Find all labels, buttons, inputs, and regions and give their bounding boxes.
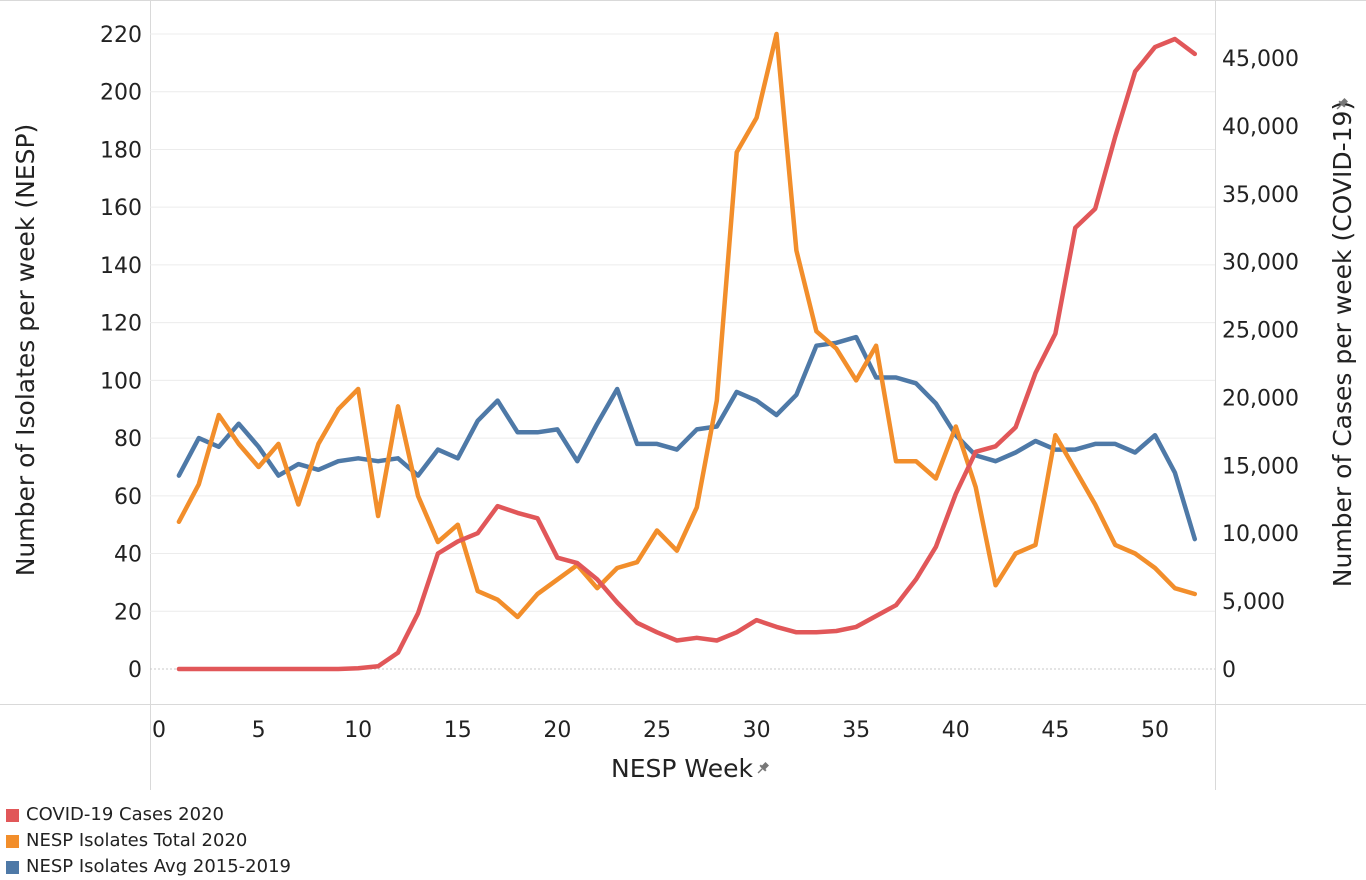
y-tick-right-9: 45,000 xyxy=(1222,47,1299,72)
y-tick-left-2: 40 xyxy=(114,543,142,568)
y-tick-right-6: 30,000 xyxy=(1222,251,1299,276)
series-line-0[interactable] xyxy=(176,36,1198,672)
y-tick-left-6: 120 xyxy=(100,312,142,337)
x-tick-7: 35 xyxy=(842,718,870,743)
gridlines xyxy=(150,33,1215,612)
y-tick-left-5: 100 xyxy=(100,369,142,394)
y-tick-left-7: 140 xyxy=(100,254,142,279)
y-tick-left-10: 200 xyxy=(100,81,142,106)
x-tick-3: 15 xyxy=(444,718,472,743)
legend-label-nesp-total: NESP Isolates Total 2020 xyxy=(26,830,248,851)
y-tick-right-0: 0 xyxy=(1222,658,1236,683)
y-axis-right-pin-icon[interactable] xyxy=(1334,97,1349,112)
legend-swatch-nesp-total xyxy=(6,834,19,848)
y-axis-title-left: Number of Isolates per week (NESP) xyxy=(11,124,40,577)
y-tick-left-3: 60 xyxy=(114,485,142,510)
x-tick-6: 30 xyxy=(743,718,771,743)
legend-label-covid: COVID-19 Cases 2020 xyxy=(26,804,224,825)
y-tick-left-4: 80 xyxy=(114,427,142,452)
x-tick-5: 25 xyxy=(643,718,671,743)
x-tick-0: 0 xyxy=(152,718,166,743)
y-tick-right-8: 40,000 xyxy=(1222,115,1299,140)
x-tick-1: 5 xyxy=(252,718,266,743)
y-tick-right-1: 5,000 xyxy=(1222,590,1285,615)
x-tick-4: 20 xyxy=(543,718,571,743)
x-tick-2: 10 xyxy=(344,718,372,743)
x-tick-9: 45 xyxy=(1041,718,1069,743)
legend-label-nesp-avg: NESP Isolates Avg 2015-2019 xyxy=(26,856,291,877)
x-tick-8: 40 xyxy=(942,718,970,743)
y-tick-right-7: 35,000 xyxy=(1222,183,1299,208)
series-line-2[interactable] xyxy=(176,334,1198,542)
y-tick-right-4: 20,000 xyxy=(1222,386,1299,411)
y-ticks-left: 0 20 40 60 80 100 120 140 160 180 200 220 xyxy=(100,23,142,683)
y-tick-right-5: 25,000 xyxy=(1222,319,1299,344)
x-ticks: 0 5 10 15 20 25 30 35 40 45 50 xyxy=(152,718,1169,743)
y-ticks-right: 0 5,000 10,000 15,000 20,000 25,000 30,000 35,0… xyxy=(1222,47,1299,683)
legend-item-covid[interactable]: COVID-19 Cases 2020 xyxy=(6,802,291,828)
x-axis-pin-icon[interactable] xyxy=(755,761,770,776)
y-tick-left-11: 220 xyxy=(100,23,142,48)
x-axis-title: NESP Week xyxy=(611,754,753,783)
series-line-1[interactable] xyxy=(176,31,1198,620)
y-tick-left-1: 20 xyxy=(114,600,142,625)
legend-swatch-nesp-avg xyxy=(6,860,19,874)
legend-swatch-covid xyxy=(6,808,19,822)
legend-item-nesp-total[interactable]: NESP Isolates Total 2020 xyxy=(6,828,291,854)
y-tick-left-8: 160 xyxy=(100,196,142,221)
legend-item-nesp-avg[interactable]: NESP Isolates Avg 2015-2019 xyxy=(6,854,291,880)
y-axis-title-right: Number of Cases per week (COVID-19) xyxy=(1328,101,1357,587)
y-tick-left-0: 0 xyxy=(128,658,142,683)
y-tick-right-3: 15,000 xyxy=(1222,454,1299,479)
y-tick-left-9: 180 xyxy=(100,138,142,163)
y-tick-right-2: 10,000 xyxy=(1222,522,1299,547)
series-lines xyxy=(176,31,1198,672)
x-tick-10: 50 xyxy=(1141,718,1169,743)
legend: COVID-19 Cases 2020 NESP Isolates Total … xyxy=(6,802,291,880)
